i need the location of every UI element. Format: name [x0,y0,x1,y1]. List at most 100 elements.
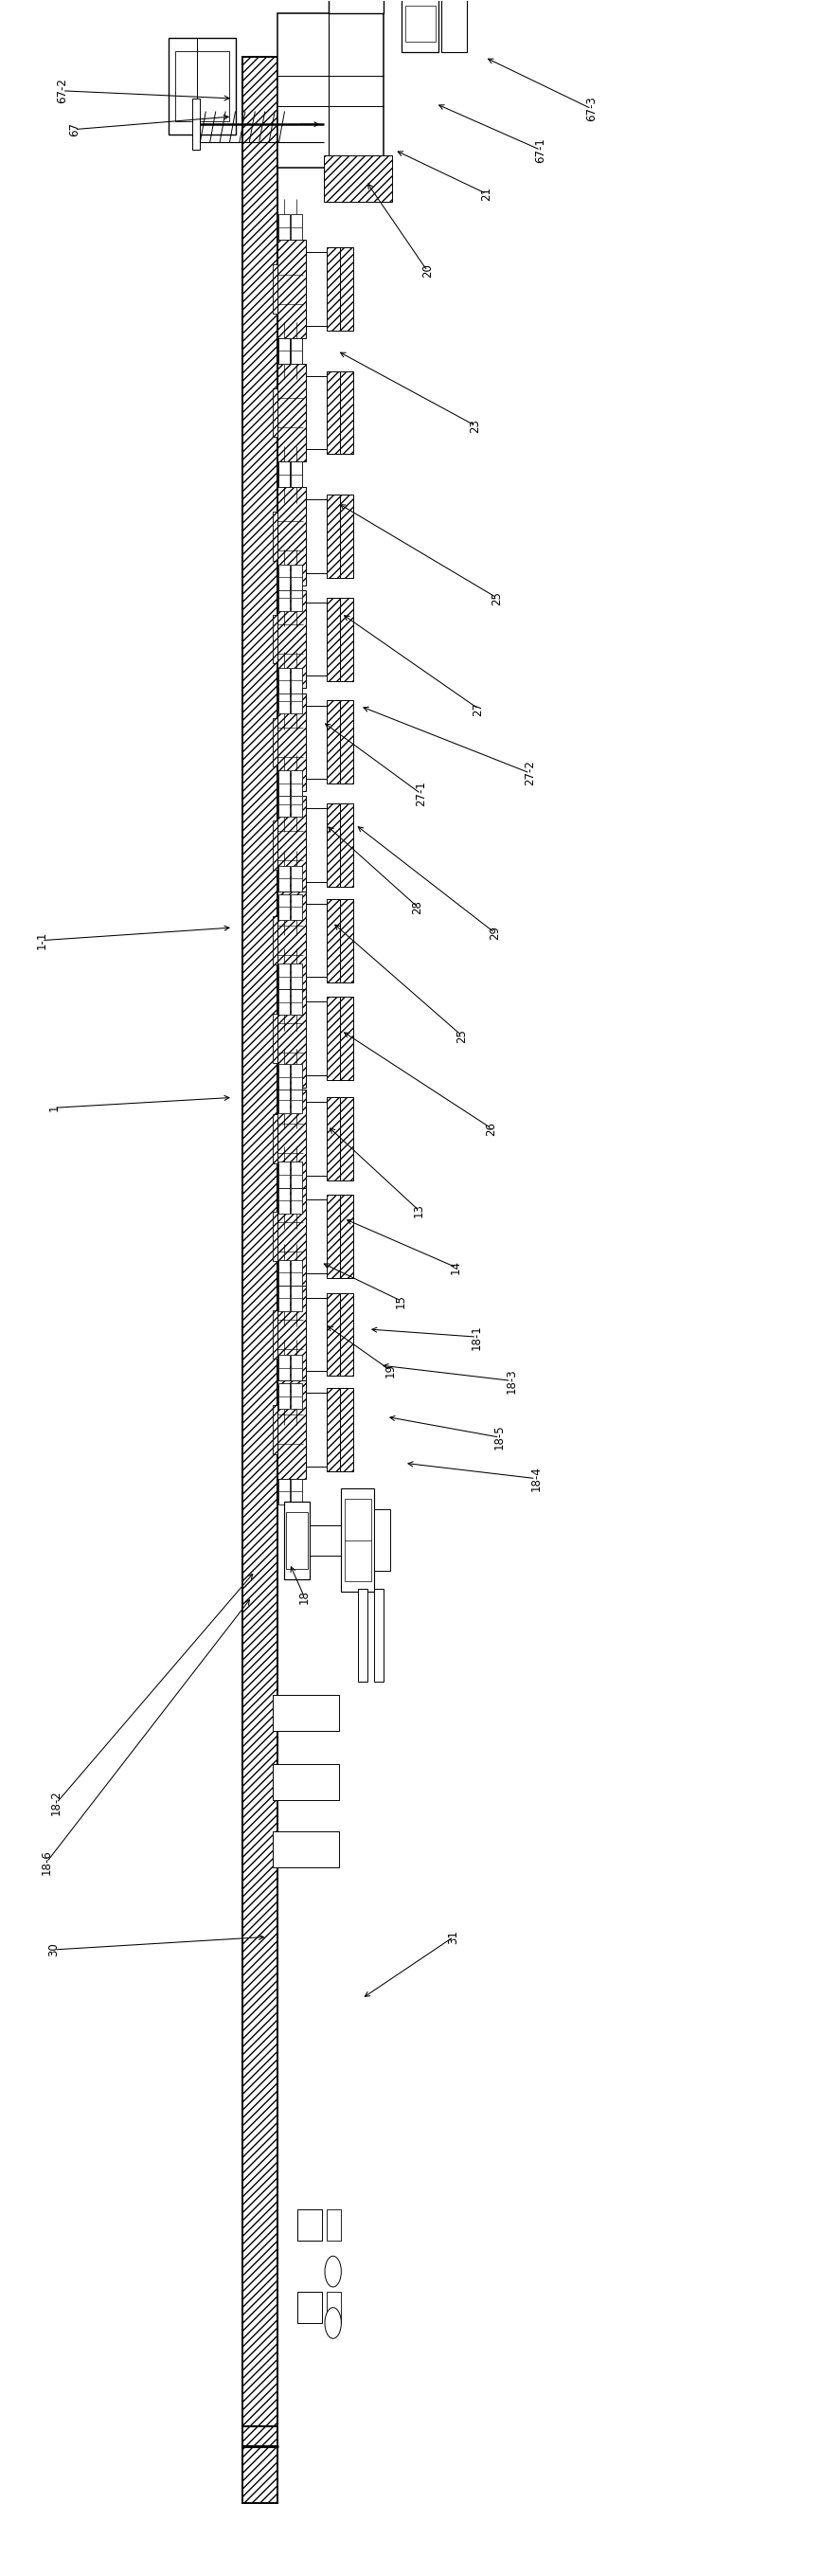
Text: 20: 20 [421,263,433,278]
Bar [273,1695,339,1731]
Bar [291,1064,302,1090]
Bar [291,866,302,891]
Text: 27-2: 27-2 [524,760,536,786]
Bar [326,2210,341,2241]
Bar [272,389,279,438]
Text: 23: 23 [469,417,481,433]
Text: 67-1: 67-1 [534,137,547,162]
Bar [326,1388,340,1471]
Bar [291,791,302,817]
Bar [306,706,326,778]
Text: 1-1: 1-1 [35,933,48,951]
Bar [291,667,302,693]
Bar [306,1002,326,1074]
Bar [291,963,302,989]
Bar [272,719,279,768]
Bar [273,1832,339,1868]
Bar [340,495,353,577]
Text: 27-1: 27-1 [414,781,427,806]
Bar [324,155,392,201]
Bar [291,585,302,611]
Bar [340,997,353,1079]
Bar [279,564,289,590]
Bar [277,1188,306,1285]
Bar [192,98,200,149]
Bar [272,1309,279,1358]
Bar [326,247,340,330]
Text: 1: 1 [48,1105,60,1110]
Text: 29: 29 [488,925,501,940]
Bar [326,598,340,680]
Bar [279,989,289,1015]
Bar [291,1087,302,1113]
Bar [277,693,306,791]
Bar [272,917,279,966]
Text: 18: 18 [298,1589,311,1605]
Bar [310,1525,341,1556]
Bar [326,2293,341,2324]
Text: 13: 13 [413,1203,425,1218]
Bar [277,1090,306,1188]
Bar [277,487,306,585]
Bar [279,667,289,693]
Bar [306,1103,326,1175]
Bar [326,701,340,783]
Bar [291,1383,302,1409]
Bar [291,337,302,363]
Bar [306,1200,326,1273]
Bar [374,1589,384,1682]
Bar [340,899,353,981]
Bar [340,1097,353,1180]
Bar [306,603,326,675]
Ellipse shape [325,2257,341,2287]
Bar [291,214,302,240]
Text: 67-2: 67-2 [56,77,68,103]
Bar [277,1381,306,1479]
Text: 18-4: 18-4 [529,1466,542,1492]
Bar [279,963,289,989]
Bar [326,1293,340,1376]
Bar [358,1589,367,1682]
Bar [326,1097,340,1180]
Bar [279,894,289,920]
Bar [291,770,302,796]
Bar [340,598,353,680]
Text: 31: 31 [447,1929,459,1945]
Bar [344,1499,371,1582]
Bar [279,1355,289,1381]
Bar [272,265,279,314]
Bar [306,252,326,325]
Text: 14: 14 [450,1260,462,1275]
Bar [279,1260,289,1285]
Bar [340,1195,353,1278]
Bar [405,5,436,41]
Bar [340,1388,353,1471]
Bar [326,899,340,981]
Bar [175,52,229,121]
Bar [291,461,302,487]
Bar [306,1298,326,1370]
Bar [291,461,302,487]
Bar [279,1087,289,1113]
Bar [279,461,289,487]
Bar [291,1188,302,1213]
Bar [326,495,340,577]
Bar [306,376,326,448]
Bar [291,337,302,363]
Bar [340,1293,353,1376]
Text: 25: 25 [455,1028,468,1043]
Bar [277,796,306,894]
Text: 21: 21 [480,185,492,201]
Bar [291,564,302,590]
Ellipse shape [325,2308,341,2339]
Bar [298,2210,322,2241]
Bar [284,1502,310,1579]
Bar [279,866,289,891]
Bar [279,1285,289,1311]
Bar [291,1285,302,1311]
Bar [291,894,302,920]
Text: 19: 19 [385,1363,397,1378]
Bar [272,1115,279,1164]
Bar [291,1355,302,1381]
Bar [272,616,279,665]
